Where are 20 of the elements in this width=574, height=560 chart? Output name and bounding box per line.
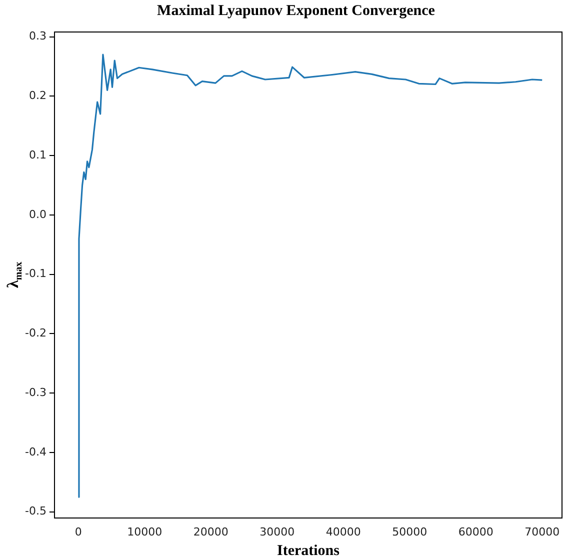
y-tick-label: 0.0 (28, 208, 46, 221)
y-tick-label: -0.4 (24, 445, 46, 458)
x-axis-title: Iterations (276, 542, 340, 559)
x-tick-label: 20000 (193, 525, 228, 538)
x-tick-label: 70000 (524, 525, 560, 538)
y-tick-label: 0.1 (28, 148, 46, 162)
x-tick-label: 0 (74, 525, 82, 538)
y-tick-label: -0.1 (24, 267, 46, 280)
y-tick-label: -0.3 (24, 386, 46, 399)
y-axis-title: λmax (5, 262, 25, 288)
x-tick-label: 60000 (458, 525, 494, 538)
chart-title: Maximal Lyapunov Exponent Convergence (157, 2, 436, 19)
x-tick-label: 30000 (260, 525, 295, 538)
y-tick-label: -0.2 (24, 326, 46, 340)
y-tick-label: -0.5 (24, 504, 46, 518)
x-tick-label: 40000 (326, 525, 361, 538)
y-tick-label: 0.2 (28, 89, 46, 102)
x-tick-label: 10000 (127, 525, 162, 538)
x-tick-label: 50000 (392, 525, 428, 538)
y-tick-label: 0.3 (28, 30, 46, 43)
